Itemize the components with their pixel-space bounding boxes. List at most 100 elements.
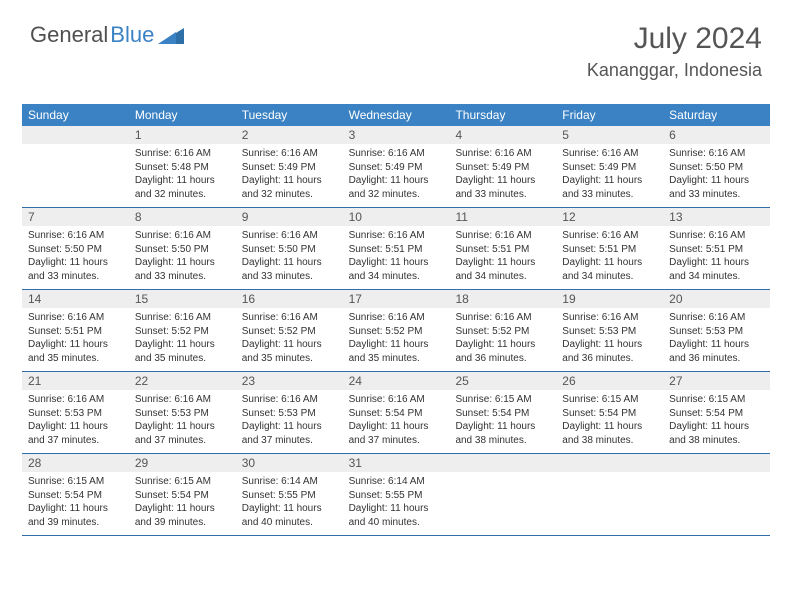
sunset-line: Sunset: 5:50 PM <box>242 243 337 257</box>
sunset-line: Sunset: 5:54 PM <box>28 489 123 503</box>
day-number: 10 <box>343 208 450 226</box>
sunset-line: Sunset: 5:52 PM <box>242 325 337 339</box>
weekday-header: Saturday <box>663 104 770 126</box>
sunrise-line: Sunrise: 6:16 AM <box>28 393 123 407</box>
calendar-day: 6Sunrise: 6:16 AMSunset: 5:50 PMDaylight… <box>663 126 770 207</box>
day-details: Sunrise: 6:15 AMSunset: 5:54 PMDaylight:… <box>129 472 236 535</box>
sunset-line: Sunset: 5:51 PM <box>28 325 123 339</box>
day-details: Sunrise: 6:15 AMSunset: 5:54 PMDaylight:… <box>556 390 663 453</box>
day-number: 2 <box>236 126 343 144</box>
day-number-empty <box>22 126 129 144</box>
sunrise-line: Sunrise: 6:14 AM <box>242 475 337 489</box>
calendar-day: 28Sunrise: 6:15 AMSunset: 5:54 PMDayligh… <box>22 454 129 535</box>
sunset-line: Sunset: 5:50 PM <box>28 243 123 257</box>
sunrise-line: Sunrise: 6:15 AM <box>135 475 230 489</box>
day-details: Sunrise: 6:16 AMSunset: 5:49 PMDaylight:… <box>556 144 663 207</box>
sunrise-line: Sunrise: 6:15 AM <box>28 475 123 489</box>
calendar-day: 13Sunrise: 6:16 AMSunset: 5:51 PMDayligh… <box>663 208 770 289</box>
day-details: Sunrise: 6:16 AMSunset: 5:50 PMDaylight:… <box>22 226 129 289</box>
sunset-line: Sunset: 5:54 PM <box>135 489 230 503</box>
day-number: 24 <box>343 372 450 390</box>
sunrise-line: Sunrise: 6:16 AM <box>562 147 657 161</box>
calendar-day: 12Sunrise: 6:16 AMSunset: 5:51 PMDayligh… <box>556 208 663 289</box>
day-number-empty <box>449 454 556 472</box>
daylight-line: Daylight: 11 hours and 36 minutes. <box>562 338 657 365</box>
day-details: Sunrise: 6:16 AMSunset: 5:51 PMDaylight:… <box>343 226 450 289</box>
sunset-line: Sunset: 5:49 PM <box>455 161 550 175</box>
calendar-day: 18Sunrise: 6:16 AMSunset: 5:52 PMDayligh… <box>449 290 556 371</box>
sunrise-line: Sunrise: 6:16 AM <box>455 229 550 243</box>
day-number: 16 <box>236 290 343 308</box>
day-details: Sunrise: 6:16 AMSunset: 5:51 PMDaylight:… <box>556 226 663 289</box>
day-details: Sunrise: 6:16 AMSunset: 5:49 PMDaylight:… <box>343 144 450 207</box>
title-block: July 2024 Kananggar, Indonesia <box>587 22 762 81</box>
day-number: 19 <box>556 290 663 308</box>
sunset-line: Sunset: 5:51 PM <box>349 243 444 257</box>
calendar-day: 22Sunrise: 6:16 AMSunset: 5:53 PMDayligh… <box>129 372 236 453</box>
day-details: Sunrise: 6:16 AMSunset: 5:50 PMDaylight:… <box>236 226 343 289</box>
day-details: Sunrise: 6:15 AMSunset: 5:54 PMDaylight:… <box>22 472 129 535</box>
daylight-line: Daylight: 11 hours and 40 minutes. <box>349 502 444 529</box>
day-details: Sunrise: 6:16 AMSunset: 5:54 PMDaylight:… <box>343 390 450 453</box>
sunset-line: Sunset: 5:49 PM <box>562 161 657 175</box>
day-details: Sunrise: 6:16 AMSunset: 5:53 PMDaylight:… <box>129 390 236 453</box>
sunrise-line: Sunrise: 6:16 AM <box>349 311 444 325</box>
day-number: 5 <box>556 126 663 144</box>
daylight-line: Daylight: 11 hours and 37 minutes. <box>349 420 444 447</box>
calendar-day <box>22 126 129 207</box>
calendar-day: 21Sunrise: 6:16 AMSunset: 5:53 PMDayligh… <box>22 372 129 453</box>
daylight-line: Daylight: 11 hours and 35 minutes. <box>135 338 230 365</box>
calendar-day: 5Sunrise: 6:16 AMSunset: 5:49 PMDaylight… <box>556 126 663 207</box>
sunrise-line: Sunrise: 6:16 AM <box>242 393 337 407</box>
weekday-header: Wednesday <box>343 104 450 126</box>
day-number: 3 <box>343 126 450 144</box>
daylight-line: Daylight: 11 hours and 37 minutes. <box>28 420 123 447</box>
day-details: Sunrise: 6:16 AMSunset: 5:48 PMDaylight:… <box>129 144 236 207</box>
sunrise-line: Sunrise: 6:16 AM <box>455 311 550 325</box>
day-number-empty <box>663 454 770 472</box>
calendar-day: 11Sunrise: 6:16 AMSunset: 5:51 PMDayligh… <box>449 208 556 289</box>
day-number: 8 <box>129 208 236 226</box>
sunset-line: Sunset: 5:52 PM <box>455 325 550 339</box>
sunrise-line: Sunrise: 6:16 AM <box>135 147 230 161</box>
logo-triangle-icon <box>158 26 184 44</box>
sunset-line: Sunset: 5:49 PM <box>349 161 444 175</box>
calendar-week: 1Sunrise: 6:16 AMSunset: 5:48 PMDaylight… <box>22 126 770 208</box>
day-number: 6 <box>663 126 770 144</box>
sunrise-line: Sunrise: 6:16 AM <box>135 393 230 407</box>
day-number: 17 <box>343 290 450 308</box>
sunset-line: Sunset: 5:53 PM <box>562 325 657 339</box>
day-number: 20 <box>663 290 770 308</box>
daylight-line: Daylight: 11 hours and 33 minutes. <box>28 256 123 283</box>
day-number: 1 <box>129 126 236 144</box>
sunset-line: Sunset: 5:53 PM <box>669 325 764 339</box>
day-number: 30 <box>236 454 343 472</box>
day-number: 7 <box>22 208 129 226</box>
sunrise-line: Sunrise: 6:15 AM <box>562 393 657 407</box>
daylight-line: Daylight: 11 hours and 37 minutes. <box>242 420 337 447</box>
day-details: Sunrise: 6:16 AMSunset: 5:49 PMDaylight:… <box>449 144 556 207</box>
sunrise-line: Sunrise: 6:16 AM <box>135 229 230 243</box>
sunset-line: Sunset: 5:55 PM <box>349 489 444 503</box>
daylight-line: Daylight: 11 hours and 38 minutes. <box>562 420 657 447</box>
sunset-line: Sunset: 5:54 PM <box>455 407 550 421</box>
calendar-week: 14Sunrise: 6:16 AMSunset: 5:51 PMDayligh… <box>22 290 770 372</box>
sunset-line: Sunset: 5:53 PM <box>135 407 230 421</box>
day-number: 13 <box>663 208 770 226</box>
day-number: 11 <box>449 208 556 226</box>
sunrise-line: Sunrise: 6:15 AM <box>669 393 764 407</box>
weekday-header: Tuesday <box>236 104 343 126</box>
sunset-line: Sunset: 5:55 PM <box>242 489 337 503</box>
daylight-line: Daylight: 11 hours and 39 minutes. <box>28 502 123 529</box>
calendar: SundayMondayTuesdayWednesdayThursdayFrid… <box>22 104 770 536</box>
sunrise-line: Sunrise: 6:14 AM <box>349 475 444 489</box>
weekday-header: Thursday <box>449 104 556 126</box>
sunrise-line: Sunrise: 6:16 AM <box>28 311 123 325</box>
day-number-empty <box>556 454 663 472</box>
sunset-line: Sunset: 5:52 PM <box>349 325 444 339</box>
calendar-day: 10Sunrise: 6:16 AMSunset: 5:51 PMDayligh… <box>343 208 450 289</box>
sunrise-line: Sunrise: 6:16 AM <box>669 229 764 243</box>
calendar-day: 26Sunrise: 6:15 AMSunset: 5:54 PMDayligh… <box>556 372 663 453</box>
day-details: Sunrise: 6:16 AMSunset: 5:53 PMDaylight:… <box>22 390 129 453</box>
calendar-day: 8Sunrise: 6:16 AMSunset: 5:50 PMDaylight… <box>129 208 236 289</box>
